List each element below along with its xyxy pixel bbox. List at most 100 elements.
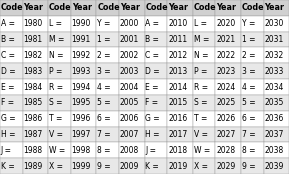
Text: 2021: 2021 bbox=[216, 35, 235, 44]
Text: 2 =: 2 = bbox=[97, 51, 111, 60]
Text: 1 =: 1 = bbox=[97, 35, 111, 44]
Bar bbox=[264, 32, 289, 48]
Text: 2008: 2008 bbox=[120, 146, 139, 155]
Bar bbox=[71, 32, 96, 48]
Bar bbox=[241, 111, 264, 126]
Bar bbox=[144, 79, 167, 95]
Bar bbox=[215, 16, 241, 32]
Bar bbox=[96, 126, 119, 142]
Bar bbox=[48, 16, 71, 32]
Bar bbox=[144, 158, 167, 174]
Text: D =: D = bbox=[1, 67, 16, 76]
Text: J =: J = bbox=[145, 146, 156, 155]
Bar bbox=[71, 111, 96, 126]
Text: N =: N = bbox=[194, 51, 208, 60]
Bar bbox=[0, 111, 23, 126]
Text: 1983: 1983 bbox=[23, 67, 43, 76]
Bar bbox=[23, 16, 48, 32]
Text: 2010: 2010 bbox=[168, 19, 187, 28]
Bar bbox=[96, 32, 119, 48]
Bar bbox=[48, 32, 71, 48]
Text: 2004: 2004 bbox=[120, 82, 139, 92]
Bar bbox=[0, 16, 23, 32]
Bar bbox=[193, 16, 215, 32]
Text: 1998: 1998 bbox=[72, 146, 91, 155]
Text: G =: G = bbox=[1, 114, 16, 123]
Text: 1980: 1980 bbox=[23, 19, 43, 28]
Bar bbox=[167, 32, 193, 48]
Text: 2030: 2030 bbox=[264, 19, 284, 28]
Bar bbox=[96, 0, 119, 16]
Text: 2029: 2029 bbox=[216, 162, 236, 171]
Text: Y =: Y = bbox=[242, 19, 255, 28]
Text: 2012: 2012 bbox=[168, 51, 187, 60]
Bar bbox=[71, 79, 96, 95]
Bar bbox=[215, 48, 241, 63]
Bar bbox=[193, 32, 215, 48]
Bar bbox=[264, 16, 289, 32]
Text: N =: N = bbox=[49, 51, 64, 60]
Text: C =: C = bbox=[145, 51, 159, 60]
Text: 9 =: 9 = bbox=[242, 162, 255, 171]
Text: J =: J = bbox=[1, 146, 12, 155]
Text: 2002: 2002 bbox=[120, 51, 139, 60]
Text: 2017: 2017 bbox=[168, 130, 187, 139]
Bar bbox=[23, 126, 48, 142]
Bar bbox=[144, 48, 167, 63]
Text: W =: W = bbox=[49, 146, 65, 155]
Text: 2022: 2022 bbox=[216, 51, 235, 60]
Bar bbox=[23, 63, 48, 79]
Bar bbox=[241, 142, 264, 158]
Bar bbox=[215, 32, 241, 48]
Bar bbox=[241, 32, 264, 48]
Text: 3 =: 3 = bbox=[97, 67, 111, 76]
Text: 2013: 2013 bbox=[168, 67, 187, 76]
Bar bbox=[215, 63, 241, 79]
Text: Code: Code bbox=[242, 3, 264, 12]
Bar bbox=[48, 79, 71, 95]
Text: K =: K = bbox=[1, 162, 15, 171]
Text: S =: S = bbox=[49, 98, 62, 107]
Bar bbox=[167, 16, 193, 32]
Text: G =: G = bbox=[145, 114, 160, 123]
Bar bbox=[96, 142, 119, 158]
Bar bbox=[241, 48, 264, 63]
Text: 2034: 2034 bbox=[264, 82, 284, 92]
Bar bbox=[144, 126, 167, 142]
Text: 1999: 1999 bbox=[72, 162, 91, 171]
Text: X =: X = bbox=[49, 162, 63, 171]
Text: 7 =: 7 = bbox=[242, 130, 255, 139]
Bar bbox=[193, 158, 215, 174]
Bar bbox=[119, 95, 144, 111]
Bar bbox=[23, 32, 48, 48]
Bar bbox=[71, 158, 96, 174]
Text: 1995: 1995 bbox=[72, 98, 91, 107]
Bar bbox=[119, 16, 144, 32]
Text: 2035: 2035 bbox=[264, 98, 284, 107]
Text: V =: V = bbox=[194, 130, 208, 139]
Bar bbox=[241, 0, 264, 16]
Text: 1990: 1990 bbox=[72, 19, 91, 28]
Text: 1996: 1996 bbox=[72, 114, 91, 123]
Bar bbox=[264, 158, 289, 174]
Text: 2024: 2024 bbox=[216, 82, 236, 92]
Text: Code: Code bbox=[194, 3, 216, 12]
Bar bbox=[23, 0, 48, 16]
Text: K =: K = bbox=[145, 162, 159, 171]
Text: S =: S = bbox=[194, 98, 207, 107]
Bar bbox=[0, 79, 23, 95]
Text: L =: L = bbox=[49, 19, 62, 28]
Bar bbox=[241, 16, 264, 32]
Text: 1 =: 1 = bbox=[242, 35, 255, 44]
Bar bbox=[167, 48, 193, 63]
Text: F =: F = bbox=[1, 98, 14, 107]
Text: F =: F = bbox=[145, 98, 158, 107]
Text: 2023: 2023 bbox=[216, 67, 236, 76]
Text: 5 =: 5 = bbox=[97, 98, 111, 107]
Text: 2031: 2031 bbox=[264, 35, 284, 44]
Bar bbox=[215, 126, 241, 142]
Text: 2036: 2036 bbox=[264, 114, 284, 123]
Bar bbox=[119, 158, 144, 174]
Bar bbox=[48, 95, 71, 111]
Bar bbox=[23, 95, 48, 111]
